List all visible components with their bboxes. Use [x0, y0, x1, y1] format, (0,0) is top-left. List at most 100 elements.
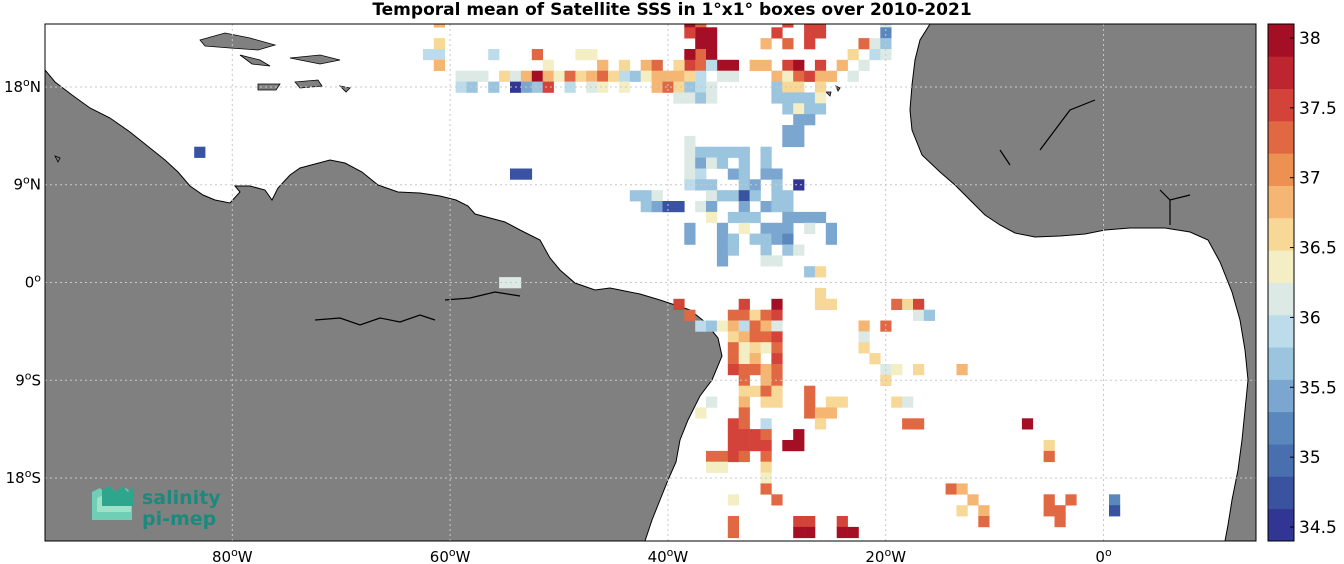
sss-cell — [804, 211, 816, 224]
sss-cell — [673, 81, 685, 93]
sss-cell — [738, 201, 750, 213]
sss-cell — [1054, 505, 1066, 517]
sss-cell — [836, 396, 848, 408]
sss-cell — [858, 342, 870, 354]
sss-cell — [804, 92, 816, 104]
sss-cell — [814, 287, 827, 300]
sss-cell — [956, 505, 968, 517]
sss-cell — [727, 526, 739, 539]
logo-text-line1: salinity — [142, 487, 221, 509]
sss-cell — [673, 59, 685, 71]
sss-cell — [727, 516, 739, 528]
sss-cell — [760, 418, 772, 430]
sss-cell — [684, 81, 696, 93]
tick-label: 9oS — [15, 369, 41, 389]
sss-cell — [771, 27, 783, 39]
sss-cell — [978, 516, 990, 528]
sss-cell — [814, 103, 827, 115]
sss-cell — [738, 331, 750, 343]
sss-cell — [760, 364, 772, 376]
sss-cell — [771, 298, 783, 310]
sss-cell — [695, 70, 707, 82]
sss-cell — [673, 298, 685, 310]
sss-cell — [804, 385, 816, 397]
sss-cell — [804, 396, 816, 408]
sss-cell — [706, 92, 718, 104]
sss-cell — [738, 450, 750, 463]
sss-cell — [782, 211, 794, 224]
colorbar-segment — [1268, 88, 1294, 122]
sss-cell — [194, 146, 206, 158]
colorbar-segment — [1268, 24, 1294, 57]
sss-cell — [673, 70, 685, 82]
sss-cell — [836, 526, 848, 539]
sss-cell — [738, 364, 750, 376]
sss-cell — [716, 461, 729, 473]
tick-label: 0o — [25, 272, 42, 292]
sss-cell — [1043, 494, 1055, 506]
colorbar-segment — [1268, 217, 1294, 251]
sss-cell — [1054, 516, 1066, 528]
sss-cell — [902, 298, 914, 310]
sss-cell — [825, 233, 837, 245]
sss-cell — [684, 70, 696, 82]
sss-cell — [499, 277, 511, 289]
sss-cell — [771, 233, 783, 245]
sss-cell — [727, 59, 739, 71]
sss-cell — [684, 27, 696, 39]
sss-cell — [466, 70, 478, 82]
sss-cell — [716, 244, 729, 256]
sss-cell — [782, 190, 794, 202]
sss-cell — [760, 309, 772, 321]
sss-cell — [738, 440, 750, 452]
sss-cell — [618, 70, 631, 82]
sss-cell — [673, 92, 685, 104]
sss-cell — [1109, 494, 1121, 506]
sss-cell — [782, 70, 794, 82]
sss-cell — [978, 505, 990, 517]
colorbar-segment — [1268, 314, 1294, 348]
sss-cell — [1065, 494, 1077, 506]
sss-cell — [695, 59, 707, 71]
sss-cell — [814, 211, 827, 224]
sss-cell — [477, 70, 489, 82]
sss-cell — [771, 70, 783, 82]
sss-cell — [706, 461, 718, 473]
sss-cell — [727, 244, 739, 256]
sss-cell — [793, 59, 805, 71]
sss-cell — [771, 353, 783, 365]
sss-cell — [869, 38, 881, 50]
colorbar-tick-label: 34.5 — [1299, 518, 1337, 538]
sss-cells — [194, 24, 1121, 539]
sss-cell — [684, 233, 696, 245]
sss-cell — [760, 201, 772, 213]
sss-cell — [597, 59, 609, 71]
sss-cell — [542, 59, 554, 71]
sss-cell — [738, 222, 750, 234]
sss-cell — [706, 146, 718, 158]
sss-cell — [629, 190, 641, 202]
sss-cell — [651, 201, 663, 213]
sss-cell — [749, 331, 761, 343]
sss-cell — [749, 353, 761, 365]
sss-cell — [716, 222, 729, 234]
sss-cell — [804, 114, 816, 126]
colorbar-segment — [1268, 56, 1294, 90]
sss-cell — [727, 320, 739, 332]
sss-cell — [782, 103, 794, 115]
sss-cell — [695, 38, 707, 50]
sss-cell — [760, 429, 772, 441]
sss-cell — [804, 27, 816, 39]
sss-cell — [760, 385, 772, 397]
sss-cell — [684, 49, 696, 61]
tick-label: 60oW — [430, 546, 471, 564]
sss-cell — [640, 70, 652, 82]
sss-cell — [727, 429, 739, 441]
sss-cell — [814, 24, 827, 28]
sss-cell — [727, 364, 739, 376]
sss-cell — [662, 81, 674, 93]
sss-cell — [760, 461, 772, 473]
colorbar-tick-label: 36.5 — [1299, 239, 1337, 259]
sss-cell — [858, 38, 870, 50]
colorbar-tick-label: 38 — [1299, 29, 1321, 49]
